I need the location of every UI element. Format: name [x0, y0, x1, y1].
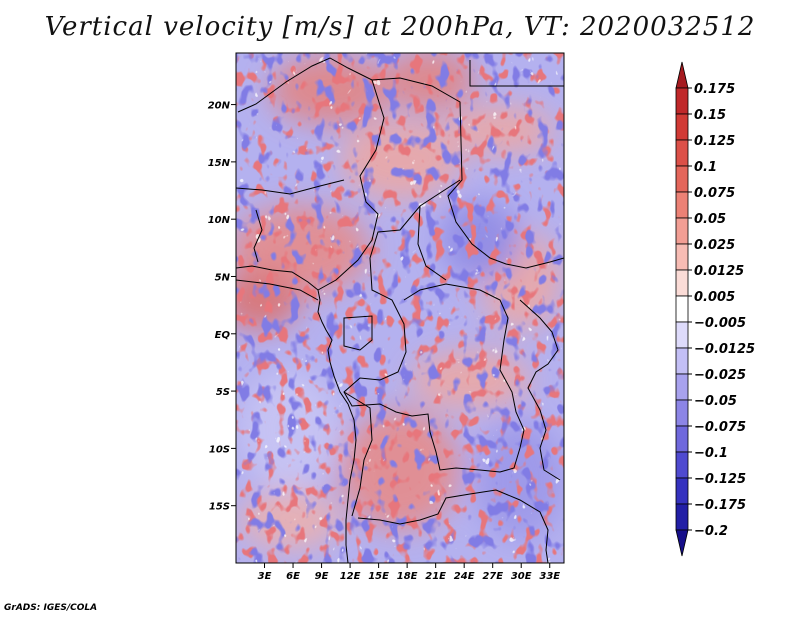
- colorbar-swatch: [675, 295, 689, 323]
- colorbar-swatch: [675, 399, 689, 427]
- colorbar-swatch: [675, 503, 689, 531]
- y-tick-label: 5N: [215, 272, 231, 283]
- colorbar-label: −0.005: [694, 316, 746, 331]
- colorbar-swatch: [675, 139, 689, 167]
- y-tick-label: 15S: [209, 502, 230, 513]
- axes: 3E 6E 9E 12E 15E 18E 21E 24E 27E 30E 33E 20N 15N 10N 5…: [208, 101, 561, 582]
- colorbar-swatch: [675, 191, 689, 219]
- colorbar-swatch: [675, 165, 689, 193]
- plot-frame: [235, 52, 565, 564]
- colorbar-swatch: [675, 425, 689, 453]
- x-tick-label: 18E: [397, 571, 418, 582]
- x-tick-label: 15E: [368, 571, 389, 582]
- colorbar-label: −0.0125: [694, 342, 755, 357]
- colorbar-label: 0.125: [694, 134, 735, 149]
- colorbar-swatch: [675, 243, 689, 271]
- x-tick-label: 9E: [315, 571, 329, 582]
- colorbar-label: 0.0125: [694, 264, 744, 279]
- colorbar-swatch: [675, 373, 689, 401]
- country-borders: [236, 57, 564, 563]
- colorbar-label: −0.025: [694, 368, 746, 383]
- colorbar-swatch: [675, 321, 689, 349]
- colorbar-swatch: [675, 269, 689, 297]
- colorbar-swatch: [675, 347, 689, 375]
- y-tick-label: 20N: [208, 101, 231, 112]
- x-tick-label: 27E: [482, 571, 503, 582]
- velocity-field: [236, 53, 564, 563]
- chart-title: Vertical velocity [m/s] at 200hPa, VT: 2…: [44, 12, 756, 42]
- colorbar-label: −0.1: [694, 446, 728, 461]
- y-tick-label: 5S: [216, 387, 230, 398]
- colorbar-label: 0.1: [694, 160, 717, 175]
- colorbar-label: 0.025: [694, 238, 735, 253]
- colorbar-swatch: [675, 87, 689, 115]
- y-tick-label: 10S: [209, 444, 230, 455]
- colorbar-label: 0.15: [694, 108, 726, 123]
- y-tick-label: EQ: [215, 330, 231, 341]
- colorbar-label: 0.075: [694, 186, 735, 201]
- colorbar-swatch: [675, 477, 689, 505]
- x-tick-label: 33E: [539, 571, 560, 582]
- grads-credit: GrADS: IGES/COLA: [4, 603, 98, 613]
- x-tick-label: 24E: [454, 571, 475, 582]
- colorbar-label: −0.075: [694, 420, 746, 435]
- x-tick-label: 6E: [286, 571, 300, 582]
- colorbar-swatch: [675, 61, 689, 89]
- colorbar-label: 0.005: [694, 290, 735, 305]
- x-tick-label: 12E: [340, 571, 361, 582]
- colorbar-swatch: [675, 451, 689, 479]
- y-tick-label: 10N: [208, 215, 231, 226]
- colorbar-label: 0.05: [694, 212, 726, 227]
- colorbar-swatch: [675, 217, 689, 245]
- colorbar-label: −0.175: [694, 498, 746, 513]
- colorbar-label: 0.175: [694, 82, 735, 97]
- colorbar-label: −0.125: [694, 472, 746, 487]
- colorbar-swatch: [675, 113, 689, 141]
- y-tick-label: 15N: [208, 158, 231, 169]
- x-tick-label: 3E: [258, 571, 272, 582]
- colorbar: 0.175 0.15 0.125 0.1 0.075 0.05 0.025 0.0125 0.0…: [675, 61, 755, 557]
- colorbar-swatch: [675, 529, 689, 557]
- colorbar-label: −0.05: [694, 394, 737, 409]
- x-tick-label: 21E: [425, 571, 446, 582]
- colorbar-label: −0.2: [694, 524, 728, 539]
- x-tick-label: 30E: [511, 571, 532, 582]
